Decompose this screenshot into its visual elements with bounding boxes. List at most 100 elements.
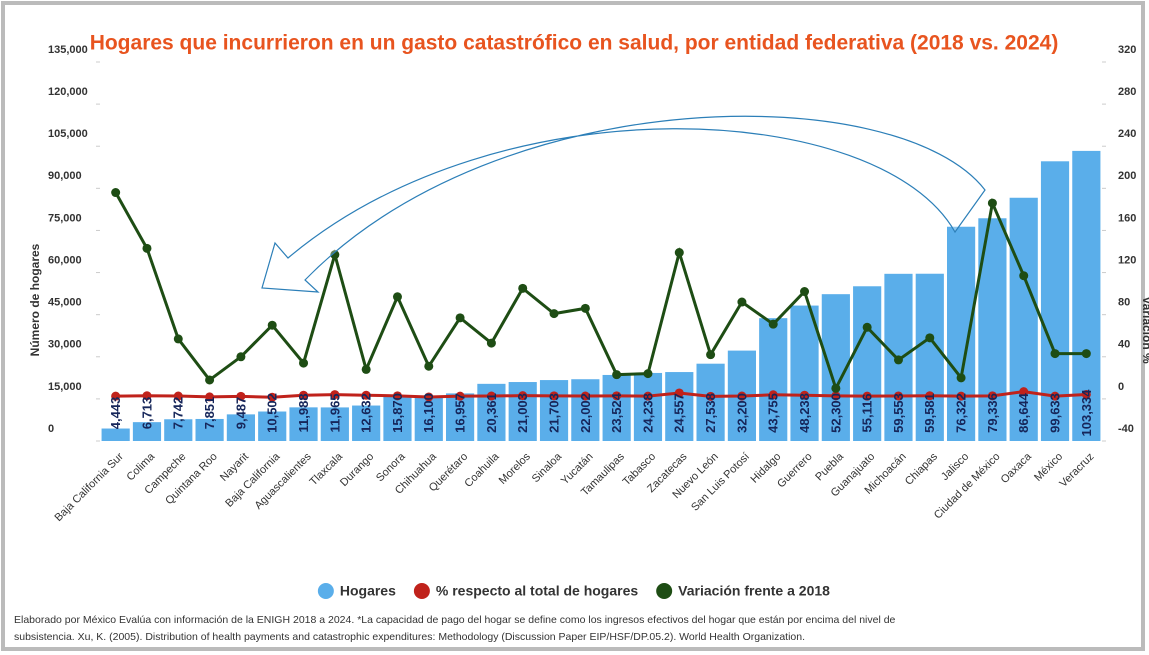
y-tick-label: 45,000	[48, 297, 82, 309]
point	[768, 319, 778, 329]
bar	[915, 273, 944, 441]
data-label: 103,334	[1079, 389, 1094, 437]
data-label: 10,502	[265, 393, 280, 433]
arrow	[261, 115, 986, 293]
point	[142, 243, 152, 253]
point	[862, 322, 872, 332]
point	[361, 364, 371, 374]
y-tick-label: 135,000	[48, 44, 88, 56]
point	[205, 375, 215, 385]
point	[925, 333, 935, 343]
y-tick-label: 30,000	[48, 339, 82, 351]
point	[236, 391, 246, 401]
data-label: 11,988	[296, 393, 311, 432]
point	[330, 390, 340, 400]
bar	[164, 419, 193, 441]
point	[486, 338, 496, 348]
line	[114, 191, 1087, 393]
data-label: 59,553	[891, 393, 906, 433]
data-label: 24,238	[640, 393, 655, 433]
point	[987, 198, 997, 208]
y2-tick-label: 40	[1118, 339, 1130, 351]
bar	[195, 418, 224, 441]
bar	[696, 363, 725, 441]
point	[831, 391, 841, 401]
bar	[633, 372, 663, 441]
data-label: 32,200	[734, 393, 749, 433]
y-tick-label: 15,000	[48, 381, 82, 393]
point	[173, 334, 183, 344]
point	[1050, 349, 1060, 359]
data-label: 11,965	[327, 393, 342, 432]
data-label: 6,713	[139, 397, 154, 430]
point	[299, 390, 309, 400]
bar	[602, 374, 631, 441]
bar	[383, 396, 412, 441]
point	[1019, 387, 1029, 397]
point	[580, 303, 590, 313]
y-tick-label: 105,000	[48, 128, 88, 140]
bar	[571, 379, 600, 441]
y2-tick-label: 160	[1118, 212, 1136, 224]
data-label: 99,633	[1047, 393, 1062, 433]
data-label: 20,361	[484, 393, 499, 433]
footnote: subsistencia. Xu, K. (2005). Distributio…	[14, 631, 805, 643]
point	[1050, 391, 1060, 401]
point	[956, 373, 966, 383]
point	[361, 390, 371, 400]
legend-label: Variación frente a 2018	[678, 583, 830, 599]
point	[706, 391, 716, 401]
data-label: 9,487	[233, 397, 248, 430]
data-label: 7,742	[171, 397, 186, 430]
data-label: 79,336	[985, 393, 1000, 433]
y2-tick-label: 280	[1118, 86, 1136, 98]
point	[612, 391, 622, 401]
bar	[665, 372, 694, 441]
point	[612, 370, 622, 380]
data-label: 15,870	[390, 393, 405, 433]
point	[893, 355, 903, 365]
data-label: 22,002	[578, 393, 593, 433]
data-label: 59,581	[922, 393, 937, 433]
bar	[790, 305, 819, 441]
point	[800, 287, 810, 297]
y-tick-label: 120,000	[48, 86, 88, 98]
footnote: Elaborado por México Evalúa con informac…	[14, 614, 896, 626]
y2-tick-label: 320	[1118, 44, 1136, 56]
point	[486, 391, 496, 401]
point	[267, 320, 277, 330]
data-label: 12,632	[359, 393, 374, 433]
point	[549, 309, 559, 319]
point	[549, 391, 559, 401]
bar	[320, 407, 349, 441]
point	[205, 392, 215, 402]
point	[674, 388, 684, 398]
point	[674, 248, 684, 258]
point	[236, 352, 246, 362]
bar	[539, 380, 569, 441]
data-label: 43,755	[766, 393, 781, 433]
data-label: 55,116	[860, 393, 875, 432]
point	[424, 392, 434, 402]
y2-tick-label: 120	[1118, 254, 1136, 266]
bar	[759, 318, 788, 441]
bar	[414, 395, 443, 441]
point	[643, 391, 653, 401]
legend: Hogares % respecto al total de hogares Var…	[317, 583, 830, 599]
point	[580, 391, 590, 401]
data-label: 86,644	[1016, 392, 1031, 433]
y-tick-label: 75,000	[48, 212, 82, 224]
point	[987, 391, 997, 401]
y-axis-label: Número de hogares	[28, 243, 42, 356]
point	[392, 391, 402, 401]
y2-tick-label: -40	[1118, 423, 1134, 435]
y2-tick-label: 0	[1118, 381, 1124, 393]
line	[115, 390, 1087, 399]
data-label: 27,538	[703, 393, 718, 433]
bar	[352, 405, 381, 441]
legend-swatch	[413, 583, 430, 599]
legend-swatch	[317, 583, 334, 599]
bar	[1009, 197, 1038, 441]
data-label: 76,322	[954, 393, 969, 433]
